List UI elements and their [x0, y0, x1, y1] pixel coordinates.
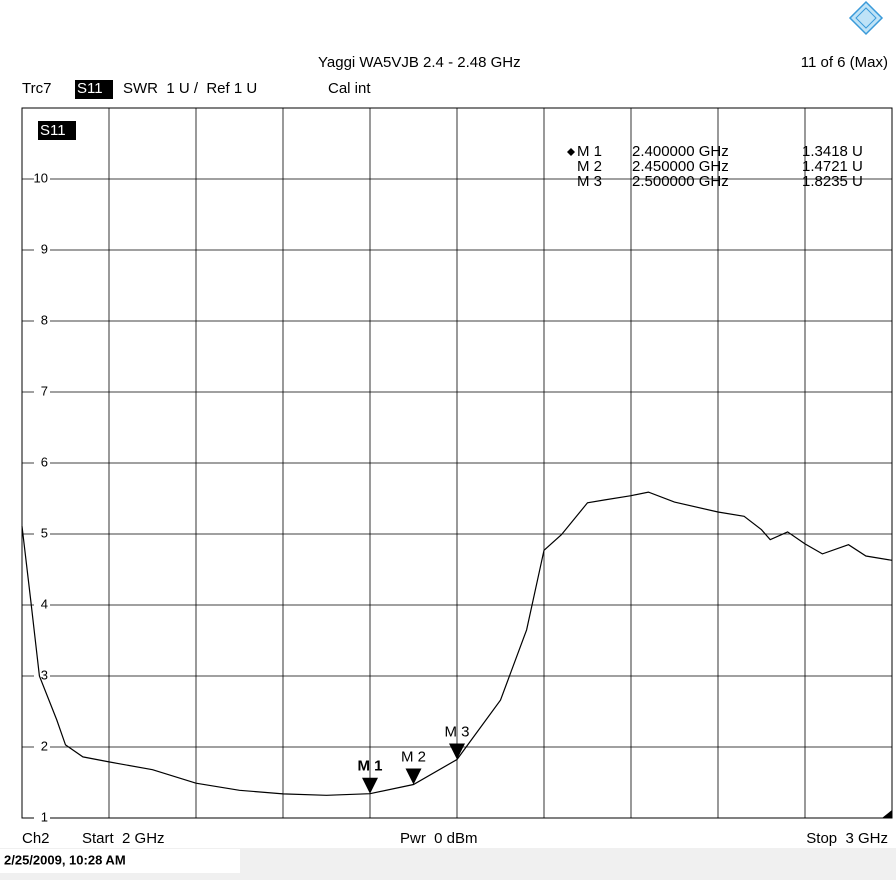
y-tick-label: 7: [41, 383, 48, 398]
marker-value: 1.3418 U: [802, 143, 863, 160]
tick-label-bg: [34, 597, 50, 613]
marker-label: M 1: [357, 758, 382, 775]
marker-x: 2.500000 GHz: [632, 173, 729, 190]
tick-label-bg: [34, 668, 50, 684]
tick-label-bg: [34, 526, 50, 542]
legend-label: S11: [40, 122, 66, 139]
page-info: 11 of 6 (Max): [801, 54, 888, 71]
y-tick-label: 3: [41, 667, 48, 682]
marker-label: M 3: [444, 724, 469, 741]
marker-label: M 2: [401, 748, 426, 765]
marker-name: M 2: [577, 158, 602, 175]
y-tick-label: 10: [34, 170, 48, 185]
tick-label-bg: [34, 171, 50, 187]
marker-value: 1.4721 U: [802, 158, 863, 175]
marker-name: M 1: [577, 143, 602, 160]
tick-label-bg: [34, 242, 50, 258]
active-marker-dot: [567, 148, 575, 156]
title: Yaggi WA5VJB 2.4 - 2.48 GHz: [318, 54, 521, 71]
marker-value: 1.8235 U: [802, 173, 863, 190]
y-tick-label: 8: [41, 312, 48, 327]
corner-indicator: [882, 810, 892, 818]
legend-box: [38, 121, 76, 140]
channel: Ch2: [22, 830, 50, 847]
marker-name: M 3: [577, 173, 602, 190]
start: Start 2 GHz: [82, 830, 165, 847]
tick-label-bg: [34, 384, 50, 400]
parameter: S11: [77, 80, 103, 97]
y-tick-label: 2: [41, 738, 48, 753]
marker-triangle: [405, 768, 422, 785]
marker-x: 2.400000 GHz: [632, 143, 729, 160]
y-tick-label: 6: [41, 454, 48, 469]
param-box: [75, 80, 113, 99]
timestamp-box: [0, 849, 240, 873]
tick-label-bg: [34, 455, 50, 471]
tick-label-bg: [34, 739, 50, 755]
timestamp: 2/25/2009, 10:28 AM: [4, 852, 126, 867]
cal: Cal int: [328, 80, 371, 97]
marker-triangle: [362, 777, 378, 794]
y-tick-label: 1: [41, 809, 48, 824]
power: Pwr 0 dBm: [400, 830, 478, 847]
y-tick-label: 5: [41, 525, 48, 540]
marker-triangle: [449, 743, 465, 760]
y-tick-label: 9: [41, 241, 48, 256]
stop: Stop 3 GHz: [806, 830, 888, 847]
marker-x: 2.450000 GHz: [632, 158, 729, 175]
rs-logo: [848, 0, 884, 36]
tick-label-bg: [34, 313, 50, 329]
trace: Trc7: [22, 80, 51, 97]
trace-line: [21, 491, 893, 796]
y-tick-label: 4: [41, 596, 48, 611]
format: SWR 1 U / Ref 1 U: [123, 80, 257, 97]
tick-label-bg: [34, 810, 50, 826]
